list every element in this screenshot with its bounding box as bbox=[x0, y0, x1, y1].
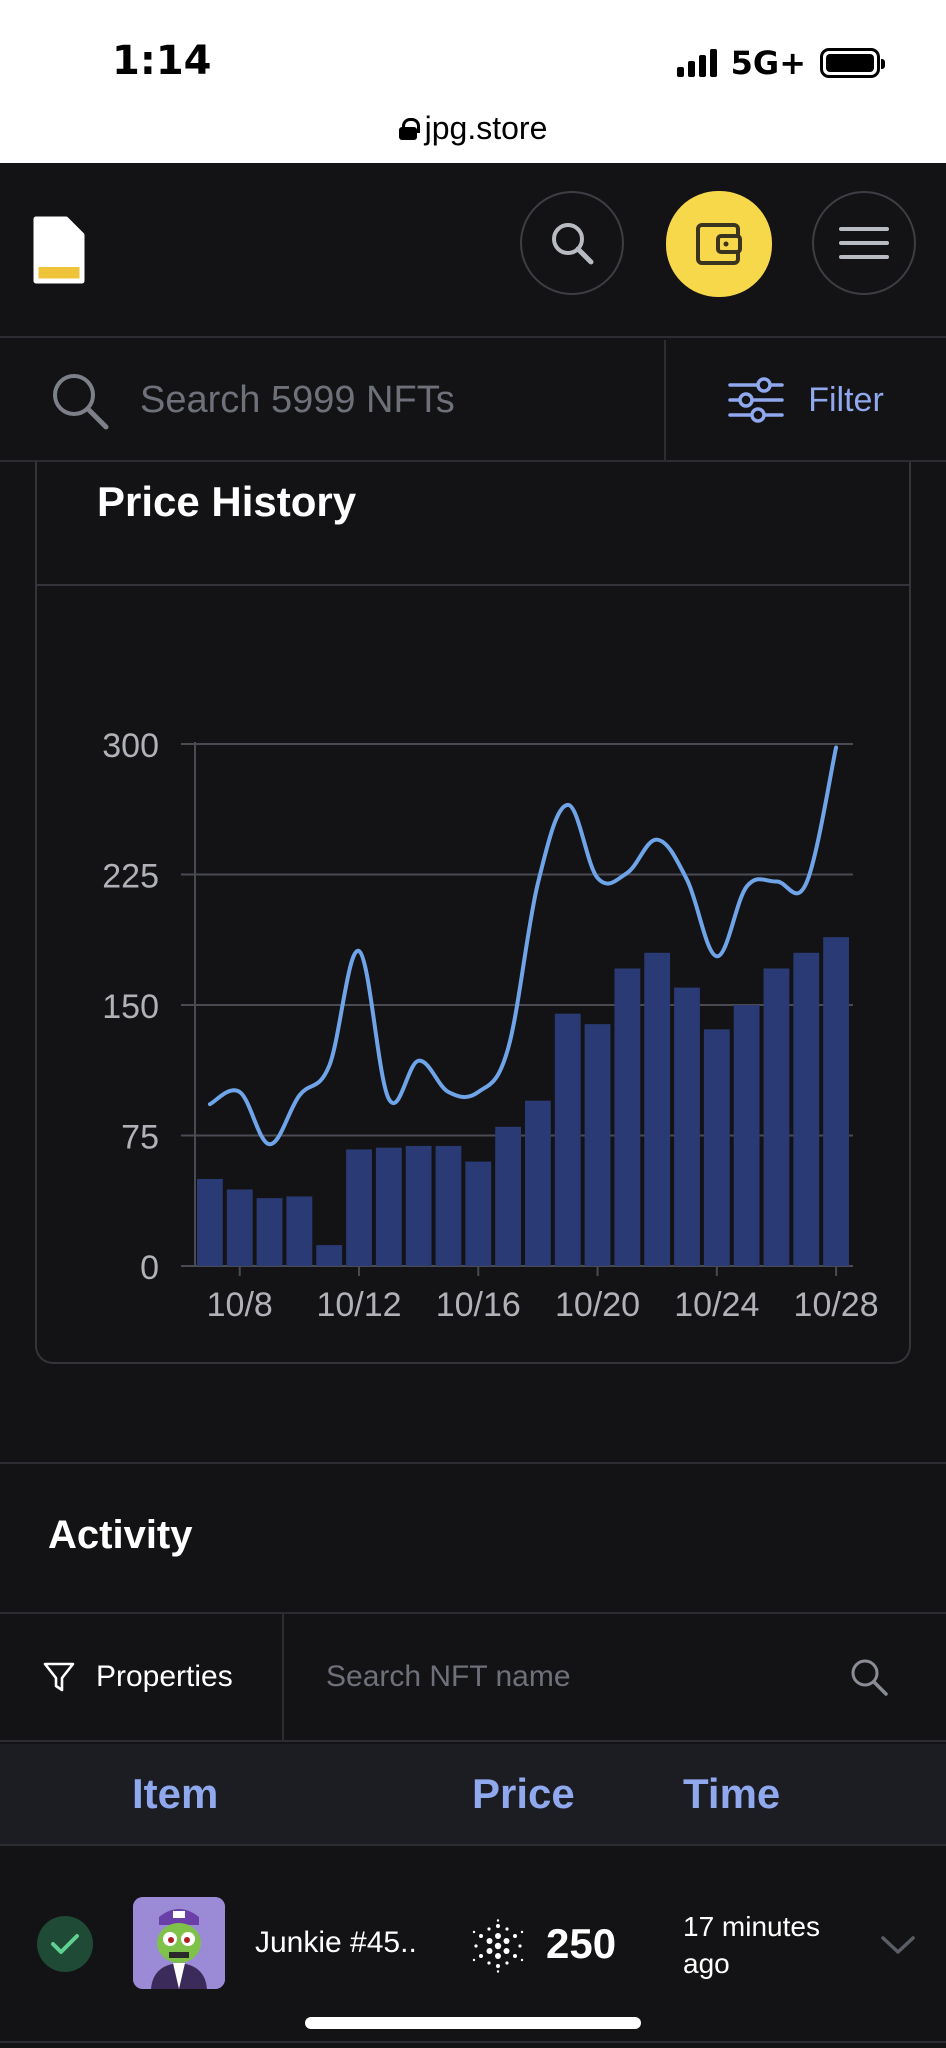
sale-price: 250 bbox=[546, 1920, 617, 1967]
price-history-title: Price History bbox=[97, 478, 357, 525]
status-time: 1:14 bbox=[112, 38, 212, 84]
hamburger-icon bbox=[839, 227, 889, 259]
url-bar[interactable]: jpg.store bbox=[0, 110, 946, 147]
jpg-store-logo-icon[interactable] bbox=[32, 215, 86, 285]
bar bbox=[346, 1149, 372, 1266]
bar bbox=[554, 1013, 581, 1266]
bar bbox=[823, 937, 849, 1266]
sliders-icon bbox=[728, 377, 784, 423]
column-header-time[interactable]: Time bbox=[683, 1770, 781, 1817]
bar bbox=[644, 952, 671, 1266]
sale-check-icon bbox=[37, 1916, 93, 1972]
nft-search-input[interactable] bbox=[140, 378, 660, 422]
section-divider bbox=[0, 1462, 946, 1464]
funnel-icon bbox=[43, 1662, 75, 1692]
activity-table-header: Item Price Time bbox=[0, 1744, 946, 1846]
x-tick-label: 10/20 bbox=[555, 1286, 640, 1324]
activity-filter-bar: Properties bbox=[0, 1612, 946, 1742]
y-tick-label: 225 bbox=[102, 858, 159, 896]
url-text: jpg.store bbox=[424, 110, 548, 146]
chevron-down-icon[interactable] bbox=[880, 1934, 916, 1956]
site-header bbox=[0, 163, 946, 338]
x-tick-label: 10/12 bbox=[316, 1286, 401, 1324]
header-search-button[interactable] bbox=[520, 191, 624, 295]
y-tick-label: 75 bbox=[121, 1119, 159, 1157]
bar bbox=[375, 1147, 402, 1266]
bar bbox=[495, 1126, 521, 1266]
filter-label: Filter bbox=[808, 380, 884, 419]
collection-search-box[interactable] bbox=[0, 340, 666, 460]
bar bbox=[793, 952, 820, 1266]
search-icon bbox=[552, 223, 594, 265]
status-indicators: 5G+ bbox=[676, 44, 885, 82]
price-line bbox=[207, 745, 839, 1147]
x-tick-label: 10/28 bbox=[794, 1286, 879, 1324]
bar bbox=[316, 1245, 343, 1266]
activity-title: Activity bbox=[48, 1513, 193, 1557]
properties-button[interactable]: Properties bbox=[0, 1614, 284, 1740]
bar bbox=[465, 1161, 492, 1266]
wallet-button[interactable] bbox=[666, 191, 772, 297]
x-tick-label: 10/8 bbox=[207, 1286, 273, 1324]
wallet-icon bbox=[696, 223, 742, 265]
properties-label: Properties bbox=[96, 1660, 233, 1693]
y-tick-label: 300 bbox=[102, 727, 159, 765]
nft-thumbnail[interactable] bbox=[133, 1897, 225, 1989]
collection-search-bar: Filter bbox=[0, 340, 946, 462]
nft-name-search-box[interactable] bbox=[284, 1614, 946, 1740]
price-history-card: Price History 0 75 150 225 300 10/8 10/12 10/16… bbox=[35, 462, 911, 1364]
search-icon bbox=[53, 374, 109, 430]
nft-name-search-input[interactable] bbox=[326, 1660, 786, 1694]
bar bbox=[435, 1145, 462, 1266]
bar bbox=[763, 968, 790, 1266]
bar bbox=[197, 1179, 223, 1266]
bar bbox=[733, 1005, 760, 1266]
lock-icon bbox=[398, 117, 420, 140]
y-tick-label: 150 bbox=[102, 988, 159, 1026]
sale-time: 17 minutes ago bbox=[683, 1911, 820, 1979]
signal-icon bbox=[676, 49, 717, 77]
bar bbox=[256, 1198, 283, 1266]
filter-button[interactable]: Filter bbox=[666, 340, 946, 460]
home-indicator[interactable] bbox=[305, 2017, 641, 2029]
x-tick-label: 10/16 bbox=[436, 1286, 521, 1324]
nft-name: Junkie #45.. bbox=[255, 1926, 417, 1959]
table-row[interactable]: Junkie #45.. 250 17 minutes ago bbox=[0, 1848, 946, 2043]
bar bbox=[405, 1145, 432, 1266]
network-type: 5G+ bbox=[730, 44, 806, 82]
column-header-item[interactable]: Item bbox=[132, 1770, 219, 1817]
bar bbox=[614, 968, 641, 1266]
battery-icon bbox=[820, 48, 885, 78]
bar bbox=[584, 1024, 611, 1266]
status-bar: 1:14 5G+ jpg.store bbox=[0, 0, 946, 163]
bar bbox=[226, 1189, 253, 1266]
price-history-header: Price History bbox=[37, 462, 909, 586]
y-tick-label: 0 bbox=[140, 1249, 159, 1287]
bar bbox=[525, 1100, 551, 1266]
bar bbox=[674, 987, 700, 1266]
price-history-chart: 0 75 150 225 300 10/8 10/12 10/16 10/20 10/24 10/2… bbox=[102, 727, 879, 1324]
search-icon[interactable] bbox=[848, 1656, 890, 1698]
bar bbox=[286, 1196, 313, 1266]
bar bbox=[703, 1029, 730, 1266]
column-header-price[interactable]: Price bbox=[472, 1770, 575, 1817]
menu-button[interactable] bbox=[812, 191, 916, 295]
x-tick-label: 10/24 bbox=[674, 1286, 759, 1324]
ada-currency-icon bbox=[472, 1919, 524, 1973]
